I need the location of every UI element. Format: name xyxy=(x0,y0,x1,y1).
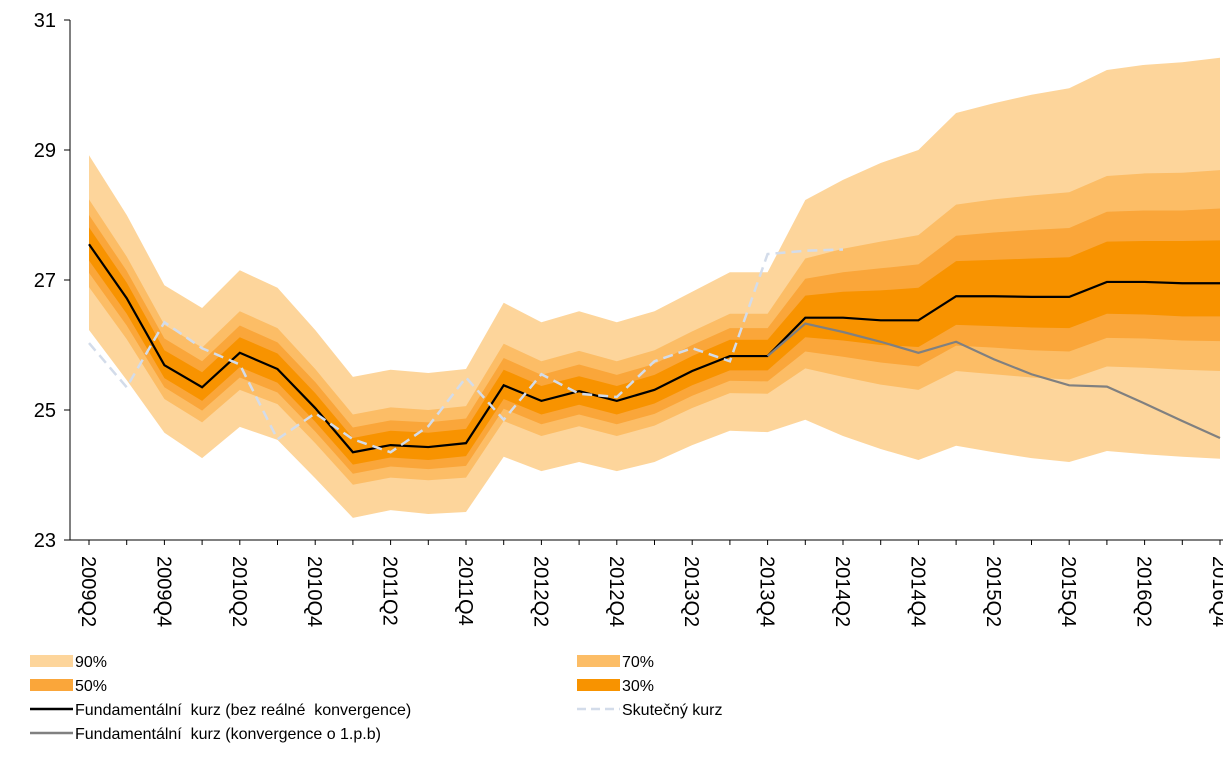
x-tick-label: 2010Q4 xyxy=(303,556,325,627)
line-series xyxy=(88,248,844,454)
fan-band xyxy=(89,227,1220,465)
x-tick-label: 2011Q4 xyxy=(454,556,476,626)
y-tick-label: 23 xyxy=(34,530,56,552)
x-tick-label: 2014Q2 xyxy=(831,556,853,627)
fan-band xyxy=(89,170,1220,485)
x-tick-label: 2009Q2 xyxy=(77,556,99,627)
legend-label: 90% xyxy=(75,654,107,671)
y-tick-label: 27 xyxy=(34,270,56,292)
legend-label: Fundamentální kurz (bez reálné konvergen… xyxy=(75,702,411,719)
x-tick-label: 2015Q4 xyxy=(1057,556,1079,627)
x-tick-label: 2009Q4 xyxy=(152,556,174,627)
legend-label: 30% xyxy=(622,678,654,695)
legend-swatch xyxy=(30,679,73,691)
x-tick-label: 2013Q2 xyxy=(680,556,702,627)
x-tick-label: 2012Q2 xyxy=(529,556,551,627)
x-tick-label: 2014Q4 xyxy=(906,556,928,627)
line-series xyxy=(766,322,1221,439)
x-tick-label: 2015Q2 xyxy=(982,556,1004,627)
x-tick-label: 2012Q4 xyxy=(605,556,627,627)
legend-swatch xyxy=(577,655,620,667)
legend-label: 50% xyxy=(75,678,107,695)
y-tick-label: 31 xyxy=(34,10,56,32)
y-tick-label: 29 xyxy=(34,140,56,162)
fan-band xyxy=(89,57,1220,518)
legend-swatch xyxy=(577,679,620,691)
y-tick-label: 25 xyxy=(34,400,56,422)
legend-label: Skutečný kurz xyxy=(622,702,722,719)
x-tick-label: 2011Q2 xyxy=(379,556,401,626)
legend-swatch xyxy=(30,655,73,667)
legend-label: Fundamentální kurz (konvergence o 1.p.b) xyxy=(75,726,381,743)
legend-label: 70% xyxy=(622,654,654,671)
line-series xyxy=(88,243,1220,454)
x-tick-label: 2013Q4 xyxy=(756,556,778,627)
x-tick-label: 2016Q4 xyxy=(1208,556,1223,627)
x-tick-label: 2016Q2 xyxy=(1133,556,1155,627)
x-tick-label: 2010Q2 xyxy=(228,556,250,627)
